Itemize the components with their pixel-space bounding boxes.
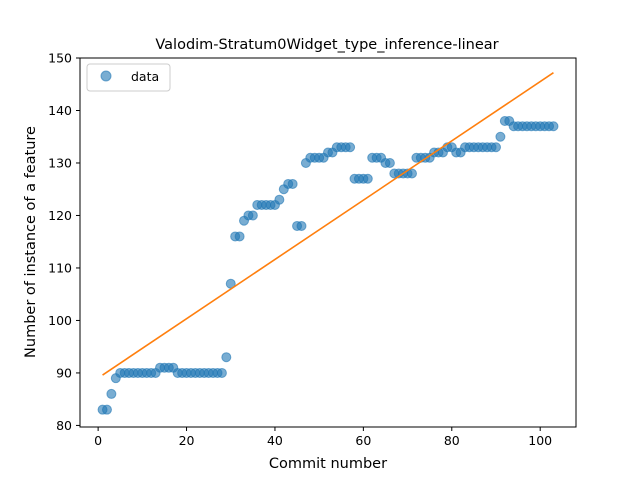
data-point [234, 231, 245, 242]
data-point [490, 142, 501, 153]
data-point [221, 352, 232, 363]
fit-line [102, 72, 554, 376]
legend-marker-data [100, 70, 112, 82]
data-point [287, 178, 298, 189]
axes-frame [79, 57, 577, 428]
y-tick-label: 80 [56, 418, 72, 433]
y-tick-label: 110 [48, 260, 72, 275]
data-point [216, 367, 227, 378]
data-point [296, 220, 307, 231]
data-point [106, 388, 117, 399]
legend-label-data: data [131, 69, 159, 84]
fit-line-layer [102, 72, 554, 376]
x-axis-ticks: 0 20 40 60 80 100 [94, 427, 552, 448]
y-tick-label: 130 [48, 155, 72, 170]
chart-title: Valodim-Stratum0Widget_type_inference-li… [155, 37, 498, 53]
x-tick-label: 60 [355, 433, 371, 448]
y-tick-label: 120 [48, 208, 72, 223]
data-point [362, 173, 373, 184]
y-tick-label: 150 [48, 51, 72, 66]
data-point [495, 131, 506, 142]
x-tick-label: 100 [528, 433, 552, 448]
data-point [345, 142, 356, 153]
x-tick-label: 20 [179, 433, 195, 448]
data-point [247, 210, 258, 221]
x-axis-label: Commit number [269, 456, 387, 472]
y-tick-label: 90 [56, 365, 72, 380]
legend-box [86, 63, 171, 92]
y-axis-label: Number of instance of a feature [23, 126, 39, 358]
legend: data [86, 63, 171, 92]
y-axis-ticks: 80 90 100 110 120 130 140 150 [48, 51, 80, 433]
x-tick-label: 40 [267, 433, 283, 448]
data-point [384, 157, 395, 168]
data-point [406, 168, 417, 179]
y-tick-label: 100 [48, 313, 72, 328]
data-point [548, 121, 559, 132]
data-point [101, 404, 112, 415]
data-points [97, 115, 559, 415]
x-tick-label: 80 [444, 433, 460, 448]
data-point [274, 194, 285, 205]
y-tick-label: 140 [48, 103, 72, 118]
x-tick-label: 0 [94, 433, 102, 448]
